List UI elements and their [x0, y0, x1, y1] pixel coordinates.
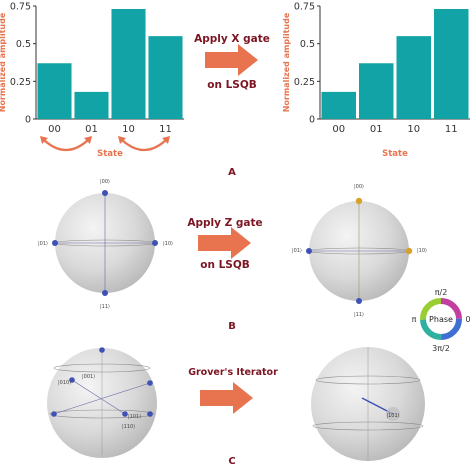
y-tick-label: 0.25: [10, 77, 31, 88]
x-tick-label: 00: [332, 124, 345, 135]
state-dot: [52, 240, 58, 246]
swap-arrows: [40, 136, 170, 152]
bar: [37, 63, 72, 119]
phase-label-top: π/2: [435, 288, 448, 297]
gate-arrow-a: Apply X gate on LSQB: [194, 33, 270, 91]
ket-label: |01⟩: [38, 241, 48, 247]
state-dot: [147, 411, 153, 417]
x-axis-label: State: [97, 149, 123, 159]
y-axis-label: Normalized amplitude: [0, 12, 7, 112]
phase-wheel-center: Phase: [429, 315, 453, 324]
bloch-sphere-b-left: |00⟩ |01⟩ |10⟩ |11⟩: [38, 179, 173, 310]
bar: [396, 36, 431, 120]
arrow-right-icon: [205, 44, 258, 76]
y-tick-label: 0.75: [294, 2, 315, 13]
x-tick-label: 00: [48, 124, 61, 135]
y-tick-label: 0.75: [10, 2, 31, 13]
bar-chart-right: 0 0.25 0.5 0.75 00 01 10 11 State Normalized ampl…: [282, 2, 470, 159]
phase-wheel: Phase π/2 π 0 3π/2: [412, 288, 471, 353]
x-axis-label: State: [382, 149, 408, 159]
gate-label-b-line2: on LSQB: [200, 259, 250, 271]
state-dot: [99, 347, 105, 353]
gate-label-a-line1: Apply X gate: [194, 33, 270, 45]
bloch-sphere-b-right: |00⟩ |01⟩ |10⟩ |11⟩: [292, 184, 427, 318]
state-dot: [152, 240, 158, 246]
phase-label-right: 0: [465, 315, 470, 324]
arrow-right-icon: [200, 382, 253, 414]
ket-label: |11⟩: [354, 312, 364, 318]
bar: [74, 91, 109, 119]
state-dot: [356, 298, 362, 304]
y-tick-label: 0: [309, 115, 315, 126]
y-tick-label: 0: [25, 115, 31, 126]
bar-chart-left: 0 0.25 0.5 0.75 00 01 10 11 State Normalized ampl…: [0, 2, 184, 159]
state-dot: [122, 411, 128, 417]
x-tick-label: 01: [370, 124, 383, 135]
phase-label-bottom: 3π/2: [432, 344, 450, 353]
ket-label: |00⟩: [354, 184, 364, 190]
x-tick-label: 11: [445, 124, 458, 135]
bar: [321, 91, 356, 119]
x-tick-label: 10: [407, 124, 420, 135]
ket-label: |10⟩: [163, 241, 173, 247]
bar: [359, 63, 394, 119]
gate-arrow-c: Grover's Iterator: [188, 367, 278, 414]
x-tick-label: 11: [159, 124, 172, 135]
gate-label-c-line1: Grover's Iterator: [188, 367, 278, 378]
gate-label-b-line1: Apply Z gate: [187, 217, 262, 229]
ket-label: |010⟩: [58, 380, 71, 386]
state-dot: [306, 248, 312, 254]
x-tick-label: 01: [85, 124, 98, 135]
panel-letter-a: A: [228, 167, 236, 178]
ket-label: |110⟩: [122, 424, 135, 430]
gate-label-a-line2: on LSQB: [207, 79, 257, 91]
y-axis-label: Normalized amplitude: [282, 12, 291, 112]
state-dot: [51, 411, 57, 417]
y-tick-label: 0.5: [300, 39, 315, 50]
state-dot: [355, 197, 363, 205]
ket-label: |101⟩: [386, 413, 399, 419]
bar: [434, 9, 469, 119]
state-dot: [102, 190, 108, 196]
panel-letter-c: C: [228, 456, 235, 465]
state-dot: [102, 290, 108, 296]
ket-label: |01⟩: [292, 248, 302, 254]
x-tick-label: 10: [122, 124, 135, 135]
bloch-sphere-c-right: |101⟩: [311, 347, 425, 461]
state-dot: [405, 247, 413, 255]
ket-label: |00⟩: [100, 179, 110, 185]
bar: [111, 9, 146, 119]
arrow-right-icon: [198, 227, 251, 259]
panel-letter-b: B: [228, 321, 236, 332]
bar: [148, 36, 183, 120]
state-dot: [69, 377, 75, 383]
y-tick-label: 0.5: [16, 39, 31, 50]
gate-arrow-b: Apply Z gate on LSQB: [187, 217, 262, 271]
bloch-sphere-c-left: |001⟩ |010⟩ |101⟩ |110⟩: [47, 347, 157, 458]
ket-label: |10⟩: [417, 248, 427, 254]
y-tick-label: 0.25: [294, 77, 315, 88]
ket-label: |11⟩: [100, 304, 110, 310]
ket-label: |101⟩: [128, 414, 141, 420]
state-dot: [147, 380, 153, 386]
phase-label-left: π: [412, 315, 417, 324]
ket-label: |001⟩: [82, 374, 95, 380]
